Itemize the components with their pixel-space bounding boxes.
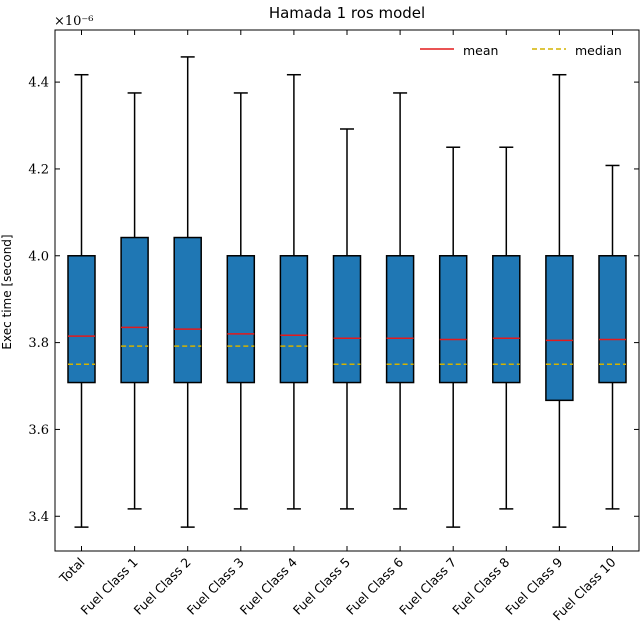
box-iqr: [279, 255, 309, 384]
legend-median-label: median: [575, 43, 622, 58]
y-axis-label: Exec time [second]: [0, 234, 14, 349]
y-tick-label: 3.8: [28, 336, 49, 351]
y-tick-label: 4.4: [28, 76, 49, 91]
box-iqr: [492, 255, 521, 384]
y-tick-label: 4.0: [28, 249, 49, 264]
legend: mean median: [420, 43, 622, 58]
y-tick-label: 3.4: [28, 510, 49, 525]
y-axis-offset-label: ×10⁻⁶: [54, 14, 94, 29]
chart-title: Hamada 1 ros model: [269, 4, 425, 22]
y-tick-label: 3.6: [28, 423, 49, 438]
box-iqr: [438, 255, 468, 384]
plot-frame: [54, 29, 640, 552]
box-iqr: [332, 255, 362, 384]
box-iqr: [173, 236, 202, 384]
legend-mean-label: mean: [463, 43, 498, 58]
box-iqr: [67, 255, 96, 384]
x-tick-label: Total: [56, 555, 88, 587]
box-iqr: [226, 255, 256, 384]
box-iqr: [120, 236, 149, 384]
box-iqr: [385, 255, 415, 384]
y-tick-label: 4.2: [28, 162, 49, 177]
box-iqr: [545, 255, 574, 402]
box-iqr: [598, 255, 627, 384]
